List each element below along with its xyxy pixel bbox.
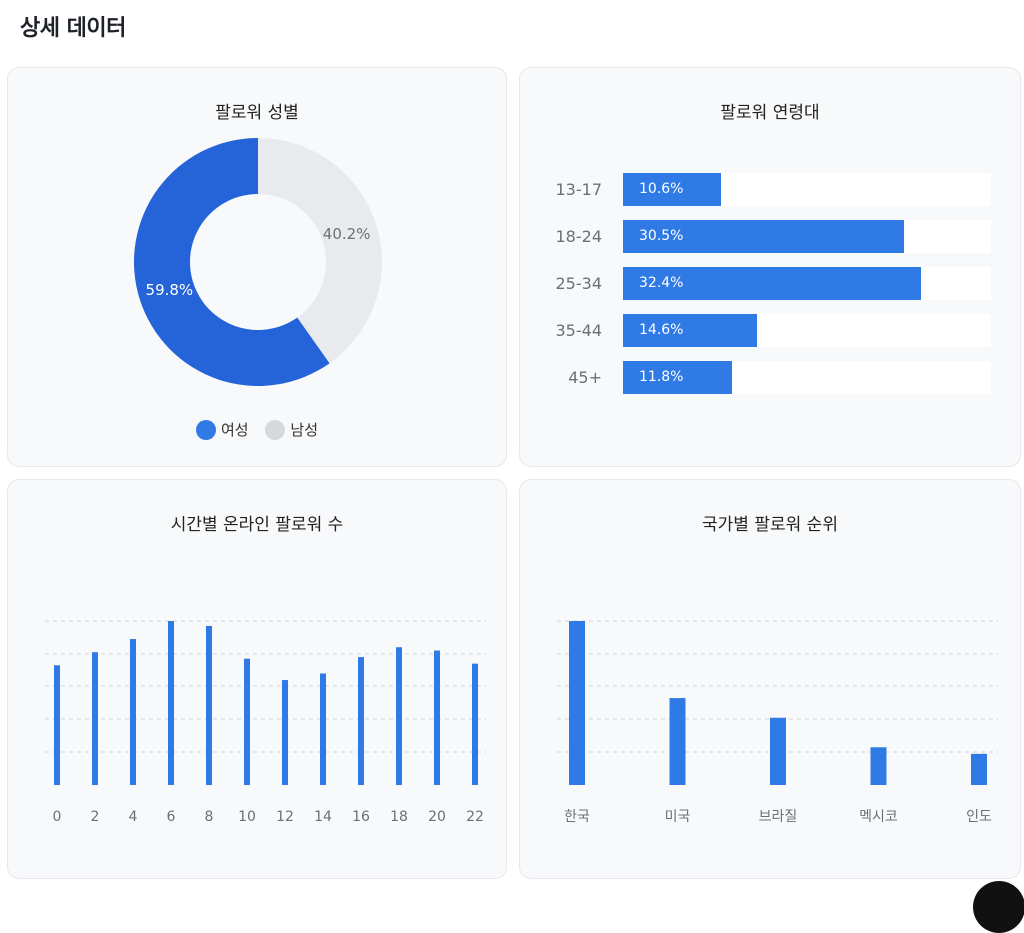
donut-label-male: 40.2% <box>323 225 371 243</box>
age-bar[interactable]: 11.8% <box>623 361 732 394</box>
age-bar-value: 14.6% <box>639 322 684 338</box>
hourly-bar[interactable] <box>244 658 250 785</box>
donut-slice-female[interactable] <box>134 138 330 386</box>
age-row: 25-34 32.4% <box>520 267 1020 300</box>
country-bar-chart: 한국 미국 브라질 멕시코 인도 <box>557 620 998 825</box>
age-bar[interactable]: 10.6% <box>623 173 721 206</box>
hourly-chart-title: 시간별 온라인 팔로워 수 <box>170 515 344 535</box>
age-bar[interactable]: 14.6% <box>623 314 758 347</box>
country-bar[interactable] <box>569 621 585 785</box>
age-bar-track: 30.5% <box>623 220 991 253</box>
legend-label-male: 남성 <box>290 421 318 439</box>
age-bar-value: 10.6% <box>639 181 684 197</box>
hourly-tick-label: 16 <box>352 809 370 825</box>
country-bar[interactable] <box>770 717 786 785</box>
age-chart-card: 팔로워 연령대 13-17 10.6% 18-24 30.5% 25-34 32.4% 35… <box>519 67 1021 467</box>
age-row: 18-24 30.5% <box>520 220 1020 253</box>
age-category-label: 35-44 <box>555 321 603 340</box>
gender-legend: 여성 남성 <box>8 419 506 444</box>
hourly-tick-label: 22 <box>466 809 484 825</box>
age-row: 35-44 14.6% <box>520 314 1020 347</box>
country-bar[interactable] <box>669 698 686 785</box>
age-bar-track: 10.6% <box>623 173 991 206</box>
country-tick-label: 인도 <box>966 809 992 825</box>
age-bar-track: 32.4% <box>623 267 991 300</box>
country-tick-label: 멕시코 <box>859 809 898 825</box>
hourly-tick-label: 14 <box>314 809 332 825</box>
age-row: 45+ 11.8% <box>520 361 1020 394</box>
legend-swatch-male <box>265 419 286 440</box>
hourly-bar[interactable] <box>434 650 440 785</box>
hourly-tick-label: 12 <box>276 809 294 825</box>
hourly-bar[interactable] <box>130 639 136 785</box>
age-bar[interactable]: 32.4% <box>623 267 922 300</box>
country-bar[interactable] <box>971 753 987 785</box>
hourly-bar-chart: 0 2 4 6 8 10 12 14 16 18 20 22 <box>45 620 486 825</box>
donut-slice-male[interactable] <box>258 138 382 364</box>
age-row: 13-17 10.6% <box>520 173 1020 206</box>
page-title: 상세 데이터 <box>20 16 126 41</box>
age-category-label: 45+ <box>568 368 602 387</box>
donut-label-female: 59.8% <box>146 281 194 299</box>
country-tick-label: 한국 <box>564 809 590 825</box>
hourly-tick-label: 20 <box>428 809 446 825</box>
legend-item-female[interactable]: 여성 <box>196 419 249 440</box>
legend-swatch-female <box>196 419 216 440</box>
hourly-chart-card: 시간별 온라인 팔로워 수 0 2 4 6 8 10 12 14 16 18 20 22 <box>7 479 507 879</box>
hourly-bar[interactable] <box>54 665 60 785</box>
age-bar-value: 32.4% <box>639 275 684 291</box>
hourly-tick-label: 18 <box>390 809 408 825</box>
country-chart-title: 국가별 팔로워 순위 <box>702 515 838 535</box>
country-tick-label: 미국 <box>665 809 691 825</box>
age-bar-track: 14.6% <box>623 314 991 347</box>
gender-chart-card: 팔로워 성별 59.8% 40.2% 여성 남성 <box>7 67 507 467</box>
country-chart-card: 국가별 팔로워 순위 한국 미국 브라질 멕시코 인도 <box>519 479 1021 879</box>
hourly-bar[interactable] <box>396 647 402 785</box>
legend-label-female: 여성 <box>221 421 249 439</box>
legend-item-male[interactable]: 남성 <box>265 419 318 440</box>
gender-chart-title: 팔로워 성별 <box>215 103 299 123</box>
hourly-tick-label: 4 <box>129 809 138 825</box>
age-bar-track: 11.8% <box>623 361 991 394</box>
hourly-bar[interactable] <box>206 625 212 785</box>
age-bar-value: 11.8% <box>639 369 684 385</box>
hourly-tick-label: 10 <box>238 809 256 825</box>
hourly-bar[interactable] <box>168 621 174 785</box>
country-tick-label: 브라질 <box>759 809 798 825</box>
age-bar[interactable]: 30.5% <box>623 220 904 253</box>
hourly-bar[interactable] <box>472 663 478 785</box>
age-category-label: 18-24 <box>555 227 603 246</box>
hourly-bar[interactable] <box>320 673 326 785</box>
hourly-bar[interactable] <box>92 652 98 785</box>
country-bar[interactable] <box>870 747 887 785</box>
hourly-tick-label: 0 <box>53 809 62 825</box>
hourly-bar[interactable] <box>282 680 288 785</box>
age-bar-value: 30.5% <box>639 228 684 244</box>
hourly-tick-label: 6 <box>167 809 176 825</box>
age-category-label: 13-17 <box>555 180 603 199</box>
hourly-tick-label: 8 <box>205 809 214 825</box>
floating-action-button[interactable] <box>973 881 1024 933</box>
hourly-tick-label: 2 <box>91 809 100 825</box>
age-chart-title: 팔로워 연령대 <box>720 103 820 123</box>
gender-donut-chart: 59.8% 40.2% <box>134 138 382 386</box>
hourly-bar[interactable] <box>358 657 364 785</box>
age-category-label: 25-34 <box>555 274 603 293</box>
